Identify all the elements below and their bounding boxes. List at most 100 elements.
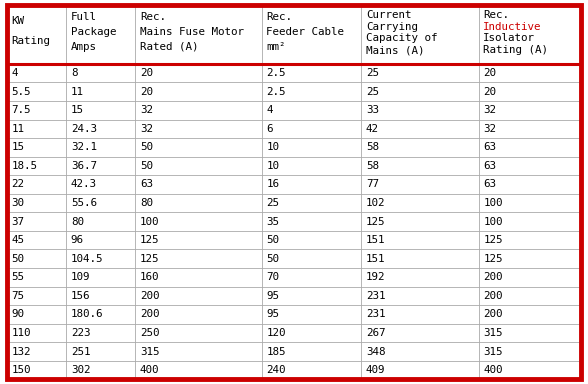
- Text: 32: 32: [483, 124, 496, 134]
- Text: 409: 409: [366, 365, 385, 375]
- Text: 180.6: 180.6: [71, 310, 103, 319]
- Text: 11: 11: [12, 124, 25, 134]
- Text: 45: 45: [12, 235, 25, 245]
- Text: 63: 63: [483, 142, 496, 152]
- Text: 102: 102: [366, 198, 385, 208]
- Text: 50: 50: [12, 254, 25, 264]
- Text: 18.5: 18.5: [12, 161, 38, 171]
- Text: 125: 125: [483, 254, 503, 264]
- Text: Rec.: Rec.: [483, 10, 509, 20]
- Text: 50: 50: [266, 235, 279, 245]
- Text: 100: 100: [140, 217, 159, 227]
- Text: 132: 132: [12, 346, 31, 357]
- Text: 223: 223: [71, 328, 91, 338]
- Text: 20: 20: [140, 68, 153, 78]
- Text: 6: 6: [266, 124, 273, 134]
- Text: 11: 11: [71, 87, 83, 97]
- Text: 80: 80: [71, 217, 83, 227]
- Text: Rating (A): Rating (A): [483, 45, 549, 55]
- Text: 15: 15: [71, 105, 83, 115]
- Text: 15: 15: [12, 142, 25, 152]
- Text: Capacity of: Capacity of: [366, 33, 437, 43]
- Text: 100: 100: [483, 217, 503, 227]
- Text: 104.5: 104.5: [71, 254, 103, 264]
- Text: 32: 32: [140, 105, 153, 115]
- Text: 8: 8: [71, 68, 77, 78]
- Text: 151: 151: [366, 235, 385, 245]
- Text: 200: 200: [140, 291, 159, 301]
- Text: 80: 80: [140, 198, 153, 208]
- Text: Inductive: Inductive: [483, 22, 542, 31]
- Text: 109: 109: [71, 272, 91, 282]
- Text: 125: 125: [140, 235, 159, 245]
- Text: 125: 125: [483, 235, 503, 245]
- Text: Mains (A): Mains (A): [366, 45, 425, 55]
- Text: 302: 302: [71, 365, 91, 375]
- Text: 110: 110: [12, 328, 31, 338]
- Text: mm²: mm²: [266, 42, 286, 52]
- Text: 95: 95: [266, 310, 279, 319]
- Text: 315: 315: [483, 328, 503, 338]
- Text: 10: 10: [266, 142, 279, 152]
- Text: Feeder Cable: Feeder Cable: [266, 27, 345, 37]
- Text: 50: 50: [140, 142, 153, 152]
- Text: 55: 55: [12, 272, 25, 282]
- Text: 100: 100: [483, 198, 503, 208]
- Text: 75: 75: [12, 291, 25, 301]
- Text: 160: 160: [140, 272, 159, 282]
- Text: 240: 240: [266, 365, 286, 375]
- Text: 33: 33: [366, 105, 379, 115]
- Text: 32: 32: [483, 105, 496, 115]
- Text: 63: 63: [483, 179, 496, 189]
- Text: 231: 231: [366, 291, 385, 301]
- Text: Current: Current: [366, 10, 411, 20]
- Text: 50: 50: [140, 161, 153, 171]
- Text: Amps: Amps: [71, 42, 97, 52]
- Text: 55.6: 55.6: [71, 198, 97, 208]
- Text: 25: 25: [266, 198, 279, 208]
- Text: 32: 32: [140, 124, 153, 134]
- Text: 25: 25: [366, 87, 379, 97]
- Text: 400: 400: [483, 365, 503, 375]
- Text: 315: 315: [483, 346, 503, 357]
- Text: 16: 16: [266, 179, 279, 189]
- Text: 2.5: 2.5: [266, 87, 286, 97]
- Text: 77: 77: [366, 179, 379, 189]
- Text: 96: 96: [71, 235, 83, 245]
- Text: Full: Full: [71, 12, 97, 22]
- Text: 30: 30: [12, 198, 25, 208]
- Text: KW: KW: [12, 17, 25, 26]
- Text: 231: 231: [366, 310, 385, 319]
- Text: 156: 156: [71, 291, 91, 301]
- Text: 267: 267: [366, 328, 385, 338]
- Text: 200: 200: [483, 291, 503, 301]
- Text: Rated (A): Rated (A): [140, 42, 199, 52]
- Text: Mains Fuse Motor: Mains Fuse Motor: [140, 27, 244, 37]
- Text: 200: 200: [483, 272, 503, 282]
- Text: 125: 125: [366, 217, 385, 227]
- Text: 2.5: 2.5: [266, 68, 286, 78]
- Text: 95: 95: [266, 291, 279, 301]
- Text: 125: 125: [140, 254, 159, 264]
- Text: 63: 63: [483, 161, 496, 171]
- Text: 10: 10: [266, 161, 279, 171]
- Text: 315: 315: [140, 346, 159, 357]
- Text: 58: 58: [366, 142, 379, 152]
- Text: 7.5: 7.5: [12, 105, 31, 115]
- Text: Carrying: Carrying: [366, 22, 418, 31]
- Text: Rec.: Rec.: [140, 12, 166, 22]
- Text: 50: 50: [266, 254, 279, 264]
- Text: 4: 4: [266, 105, 273, 115]
- Text: 63: 63: [140, 179, 153, 189]
- Text: 20: 20: [483, 87, 496, 97]
- Text: 120: 120: [266, 328, 286, 338]
- Text: Rec.: Rec.: [266, 12, 292, 22]
- Text: 185: 185: [266, 346, 286, 357]
- Text: 36.7: 36.7: [71, 161, 97, 171]
- Text: 70: 70: [266, 272, 279, 282]
- Text: 42: 42: [366, 124, 379, 134]
- Text: 32.1: 32.1: [71, 142, 97, 152]
- Text: 42.3: 42.3: [71, 179, 97, 189]
- Text: 4: 4: [12, 68, 18, 78]
- Text: Rating: Rating: [12, 36, 51, 46]
